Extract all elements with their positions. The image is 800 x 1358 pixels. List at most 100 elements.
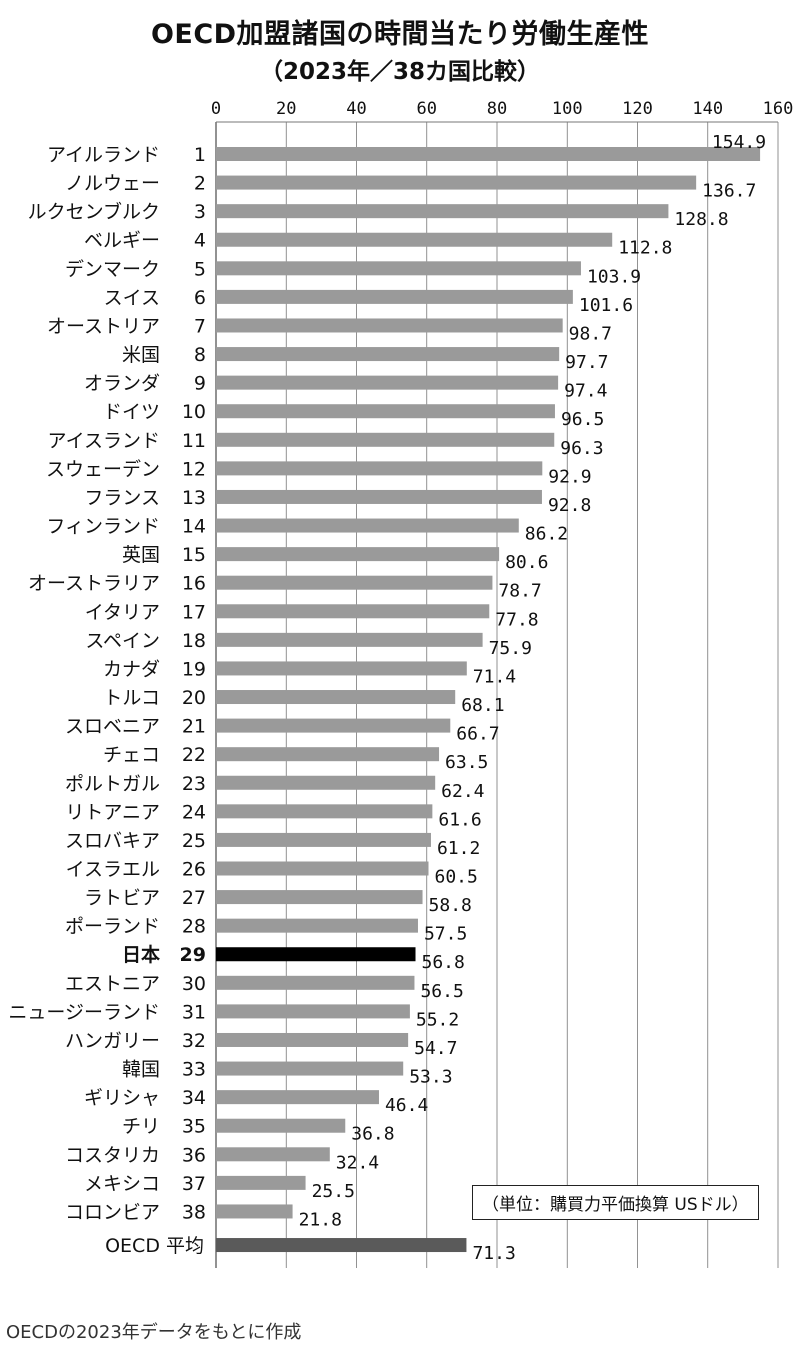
data-label: 97.4 xyxy=(564,381,607,402)
rank-label: 9 xyxy=(194,373,206,395)
bar xyxy=(216,861,429,876)
bar xyxy=(216,432,555,447)
data-label: 71.3 xyxy=(472,1243,515,1264)
x-tick-label: 140 xyxy=(692,99,723,119)
data-label: 98.7 xyxy=(569,323,612,344)
category-label: ポルトガル xyxy=(65,773,160,795)
data-label: 68.1 xyxy=(461,695,504,716)
rank-label: 12 xyxy=(182,458,206,480)
rank-label: 25 xyxy=(182,830,206,852)
data-label: 75.9 xyxy=(489,638,532,659)
rank-label: 31 xyxy=(182,1001,206,1023)
rank-label: 19 xyxy=(182,658,206,680)
rank-label: 27 xyxy=(182,887,206,909)
category-label: メキシコ xyxy=(84,1173,160,1195)
rank-label: 15 xyxy=(182,544,206,566)
bar xyxy=(216,318,563,333)
bar xyxy=(216,147,761,161)
data-label: 86.2 xyxy=(525,524,568,545)
data-label: 71.4 xyxy=(473,666,516,687)
data-label: 58.8 xyxy=(429,895,472,916)
category-label: ラトビア xyxy=(84,887,160,909)
rank-label: 26 xyxy=(182,859,206,881)
data-label: 57.5 xyxy=(424,924,467,945)
data-label: 53.3 xyxy=(409,1067,452,1088)
rank-label: 7 xyxy=(194,315,206,337)
rank-label: 29 xyxy=(180,944,206,966)
rank-label: 16 xyxy=(182,573,206,595)
category-label: アイスランド xyxy=(48,430,160,452)
data-label: 80.6 xyxy=(505,552,548,573)
source-note: OECDの2023年データをもとに作成 xyxy=(6,1322,302,1343)
category-label: ハンガリー xyxy=(65,1030,160,1052)
data-label: 78.7 xyxy=(498,581,541,602)
bar xyxy=(216,575,493,590)
category-label: アイルランド xyxy=(47,144,160,166)
category-label: 日本 xyxy=(122,943,160,966)
category-label: オーストリア xyxy=(47,315,160,337)
rank-label: 4 xyxy=(194,230,206,252)
category-label: スロベニア xyxy=(65,716,160,738)
bar xyxy=(216,661,467,676)
chart-subtitle: （2023年／38カ国比較） xyxy=(259,59,541,85)
category-label: スロバキア xyxy=(65,830,160,852)
category-label: カナダ xyxy=(103,658,160,680)
data-label: 32.4 xyxy=(336,1152,379,1173)
category-label: 韓国 xyxy=(122,1059,160,1081)
bar xyxy=(216,975,415,990)
category-label: フィンランド xyxy=(46,516,160,538)
category-label: スペイン xyxy=(85,630,160,652)
category-label: チェコ xyxy=(103,744,160,766)
rank-label: 37 xyxy=(182,1173,206,1195)
rank-label: 2 xyxy=(194,173,206,195)
rank-label: 3 xyxy=(194,201,206,223)
category-label: 英国 xyxy=(122,544,160,566)
data-label: 92.9 xyxy=(548,466,591,487)
x-tick-label: 20 xyxy=(276,99,296,119)
data-label: 66.7 xyxy=(456,724,499,745)
x-tick-label: 60 xyxy=(417,99,437,119)
bar xyxy=(216,1032,409,1047)
category-label: コロンビア xyxy=(65,1201,160,1223)
category-label: イタリア xyxy=(85,601,160,623)
bar xyxy=(216,347,560,362)
category-label: オランダ xyxy=(84,373,160,395)
data-label: 56.8 xyxy=(422,952,465,973)
data-label: 96.3 xyxy=(560,438,603,459)
bar xyxy=(216,1090,379,1105)
bar xyxy=(216,690,456,705)
category-label: 米国 xyxy=(122,344,160,366)
rank-label: 13 xyxy=(182,487,206,509)
rank-label: 34 xyxy=(182,1087,206,1109)
data-label: 136.7 xyxy=(702,181,756,202)
rank-label: 38 xyxy=(182,1201,206,1223)
data-label: 92.8 xyxy=(548,495,591,516)
category-label: トルコ xyxy=(103,687,160,709)
bar xyxy=(216,1004,410,1019)
bar xyxy=(216,832,431,847)
bar xyxy=(216,375,559,390)
bar xyxy=(216,289,573,304)
data-label: 61.6 xyxy=(438,809,481,830)
data-label: 54.7 xyxy=(414,1038,457,1059)
bar xyxy=(216,947,416,962)
bar xyxy=(216,232,613,247)
x-tick-label: 80 xyxy=(487,99,507,119)
data-label: 46.4 xyxy=(385,1095,428,1116)
rank-label: 14 xyxy=(182,516,206,538)
category-label: デンマーク xyxy=(65,258,160,280)
bar xyxy=(216,918,418,933)
data-label: 61.2 xyxy=(437,838,480,859)
x-tick-label: 0 xyxy=(211,99,221,119)
bar xyxy=(216,175,697,190)
bar xyxy=(216,718,451,733)
rank-label: 28 xyxy=(182,916,206,938)
rank-label: 24 xyxy=(182,801,206,823)
x-tick-label: 100 xyxy=(552,99,583,119)
data-label: 55.2 xyxy=(416,1009,459,1030)
bar xyxy=(216,747,440,762)
category-label: スウェーデン xyxy=(46,458,160,480)
rank-label: 6 xyxy=(194,287,206,309)
bar xyxy=(216,1118,346,1133)
